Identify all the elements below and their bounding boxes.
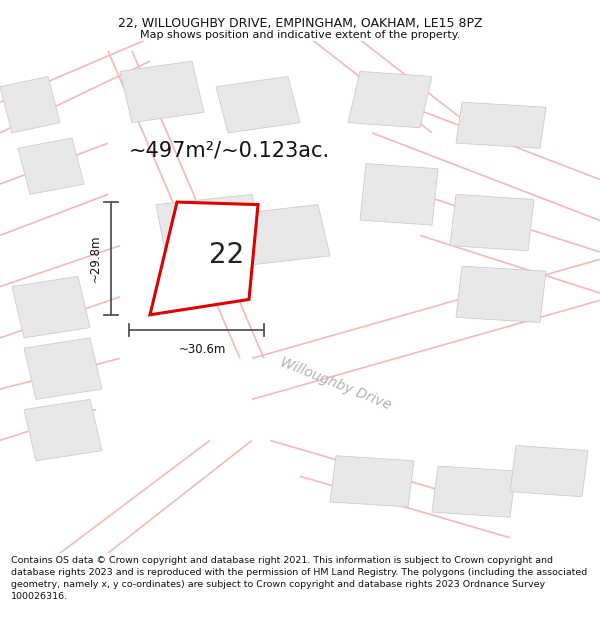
Polygon shape	[510, 446, 588, 497]
Polygon shape	[348, 71, 432, 127]
Polygon shape	[18, 138, 84, 194]
Polygon shape	[12, 276, 90, 338]
Polygon shape	[150, 202, 258, 315]
Text: Willoughby Drive: Willoughby Drive	[278, 356, 394, 412]
Text: 22: 22	[209, 241, 244, 269]
Text: ~30.6m: ~30.6m	[179, 343, 226, 356]
Text: ~497m²/~0.123ac.: ~497m²/~0.123ac.	[129, 141, 330, 161]
Polygon shape	[432, 466, 516, 518]
Polygon shape	[456, 266, 546, 322]
Polygon shape	[24, 338, 102, 399]
Polygon shape	[450, 194, 534, 251]
Polygon shape	[456, 102, 546, 148]
Polygon shape	[360, 164, 438, 225]
Polygon shape	[0, 76, 60, 133]
Polygon shape	[24, 399, 102, 461]
Polygon shape	[120, 61, 204, 122]
Polygon shape	[228, 204, 330, 266]
Polygon shape	[330, 456, 414, 507]
Text: ~29.8m: ~29.8m	[89, 234, 102, 282]
Text: 22, WILLOUGHBY DRIVE, EMPINGHAM, OAKHAM, LE15 8PZ: 22, WILLOUGHBY DRIVE, EMPINGHAM, OAKHAM,…	[118, 18, 482, 30]
Text: Map shows position and indicative extent of the property.: Map shows position and indicative extent…	[140, 30, 460, 40]
Polygon shape	[156, 194, 264, 266]
Polygon shape	[216, 76, 300, 133]
Text: Contains OS data © Crown copyright and database right 2021. This information is : Contains OS data © Crown copyright and d…	[11, 556, 587, 601]
